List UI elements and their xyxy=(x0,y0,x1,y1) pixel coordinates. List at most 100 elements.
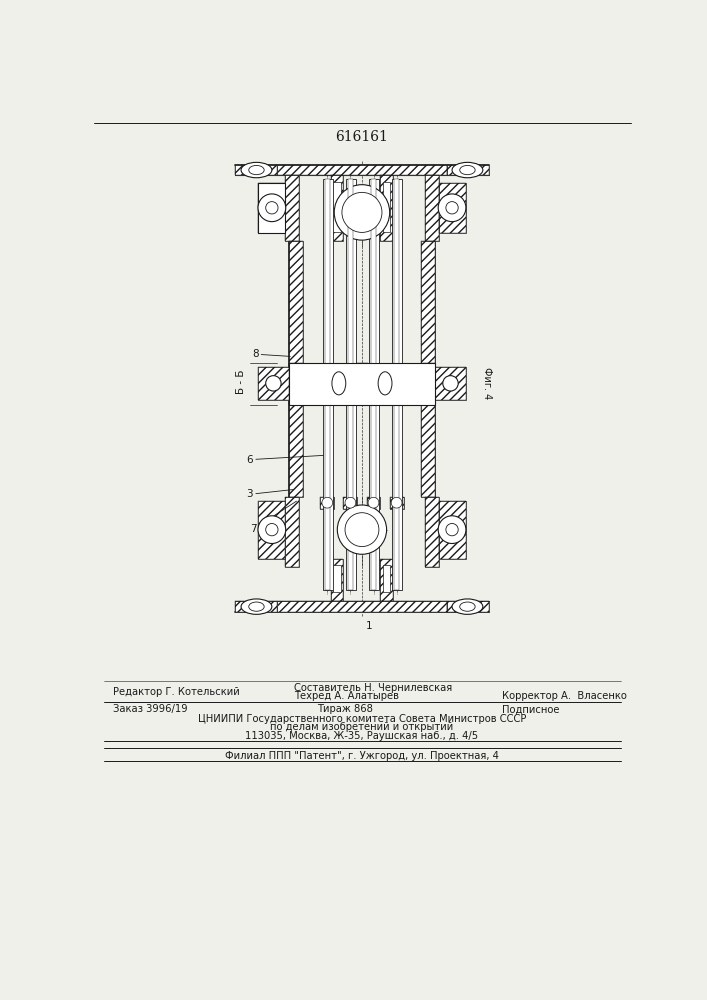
Text: Заказ 3996/19: Заказ 3996/19 xyxy=(113,704,188,714)
Ellipse shape xyxy=(460,602,475,611)
Ellipse shape xyxy=(368,497,379,508)
Text: 113035, Москва, Ж-35, Раушская наб., д. 4/5: 113035, Москва, Ж-35, Раушская наб., д. … xyxy=(245,731,479,741)
Bar xyxy=(390,366,404,401)
Bar xyxy=(258,501,285,559)
Ellipse shape xyxy=(452,599,483,614)
Bar xyxy=(369,179,379,590)
Ellipse shape xyxy=(241,162,272,178)
Text: Корректор А.  Власенко: Корректор А. Власенко xyxy=(502,691,627,701)
Bar xyxy=(356,363,368,405)
Bar xyxy=(235,601,277,612)
Bar xyxy=(344,366,357,401)
Ellipse shape xyxy=(438,194,466,222)
Bar xyxy=(390,497,404,509)
Bar xyxy=(382,182,390,232)
Ellipse shape xyxy=(332,372,346,395)
Bar xyxy=(439,183,466,233)
Ellipse shape xyxy=(266,202,278,214)
Ellipse shape xyxy=(460,165,475,175)
Bar xyxy=(380,559,393,601)
Bar xyxy=(277,601,447,612)
Bar xyxy=(371,179,376,590)
Ellipse shape xyxy=(345,497,356,508)
Text: 7: 7 xyxy=(250,501,296,534)
Ellipse shape xyxy=(452,162,483,178)
Bar xyxy=(285,497,299,567)
Bar xyxy=(447,165,489,175)
Bar xyxy=(380,559,393,601)
Bar xyxy=(277,601,447,612)
Bar xyxy=(425,497,439,567)
Text: Техред А. Алатырев: Техред А. Алатырев xyxy=(294,691,399,701)
Ellipse shape xyxy=(446,202,458,214)
Bar xyxy=(320,497,334,509)
Bar xyxy=(334,565,341,592)
Ellipse shape xyxy=(342,192,382,232)
Bar xyxy=(421,241,435,497)
Bar xyxy=(258,367,288,400)
Text: Составитель Н. Чернилевская: Составитель Н. Чернилевская xyxy=(294,683,452,693)
Ellipse shape xyxy=(438,516,466,544)
Bar xyxy=(348,179,353,590)
Bar xyxy=(331,175,344,241)
Ellipse shape xyxy=(446,523,458,536)
Ellipse shape xyxy=(258,194,286,222)
Bar xyxy=(235,601,277,612)
Bar xyxy=(331,175,344,241)
Bar xyxy=(258,367,288,400)
Bar xyxy=(320,497,334,509)
Bar xyxy=(439,501,466,559)
Bar xyxy=(285,175,299,241)
Bar xyxy=(344,366,357,401)
Bar xyxy=(258,501,285,559)
Bar xyxy=(325,179,329,590)
Bar xyxy=(235,165,277,175)
Bar xyxy=(288,241,303,497)
Ellipse shape xyxy=(249,602,264,611)
Polygon shape xyxy=(258,183,285,233)
Bar xyxy=(435,367,466,400)
Bar xyxy=(288,363,303,405)
Bar xyxy=(285,497,299,567)
Bar xyxy=(439,501,466,559)
Text: Б - Б: Б - Б xyxy=(236,370,246,394)
Bar xyxy=(331,559,344,601)
Bar xyxy=(380,175,393,241)
Bar xyxy=(344,497,357,509)
Text: Редактор Г. Котельский: Редактор Г. Котельский xyxy=(113,687,240,697)
Ellipse shape xyxy=(258,516,286,544)
Bar xyxy=(390,497,404,509)
Bar xyxy=(258,183,285,233)
Bar xyxy=(382,565,390,592)
Bar xyxy=(390,366,404,401)
Bar xyxy=(421,363,435,405)
Bar xyxy=(288,363,303,405)
Ellipse shape xyxy=(266,523,278,536)
Text: по делам изобретений и открытий: по делам изобретений и открытий xyxy=(270,722,454,732)
Ellipse shape xyxy=(378,372,392,395)
Bar xyxy=(366,497,380,509)
Bar xyxy=(366,366,380,401)
Ellipse shape xyxy=(391,497,402,508)
Bar xyxy=(425,175,439,241)
Bar xyxy=(285,175,299,241)
Bar xyxy=(334,182,341,232)
Bar xyxy=(421,363,435,405)
Bar xyxy=(395,179,399,590)
Bar xyxy=(346,179,356,590)
Bar xyxy=(425,175,439,241)
Ellipse shape xyxy=(241,599,272,614)
Bar xyxy=(435,367,466,400)
Ellipse shape xyxy=(345,513,379,547)
Text: Филиал ППП "Патент", г. Ужгород, ул. Проектная, 4: Филиал ППП "Патент", г. Ужгород, ул. Про… xyxy=(225,751,499,761)
Bar xyxy=(288,363,435,405)
Text: Тираж 868: Тираж 868 xyxy=(317,704,373,714)
Bar xyxy=(277,165,447,175)
Bar xyxy=(356,363,368,405)
Text: 3: 3 xyxy=(247,489,293,499)
Bar xyxy=(392,179,402,590)
Text: 6: 6 xyxy=(247,455,331,465)
Bar xyxy=(331,559,344,601)
Bar xyxy=(447,601,489,612)
Ellipse shape xyxy=(443,376,458,391)
